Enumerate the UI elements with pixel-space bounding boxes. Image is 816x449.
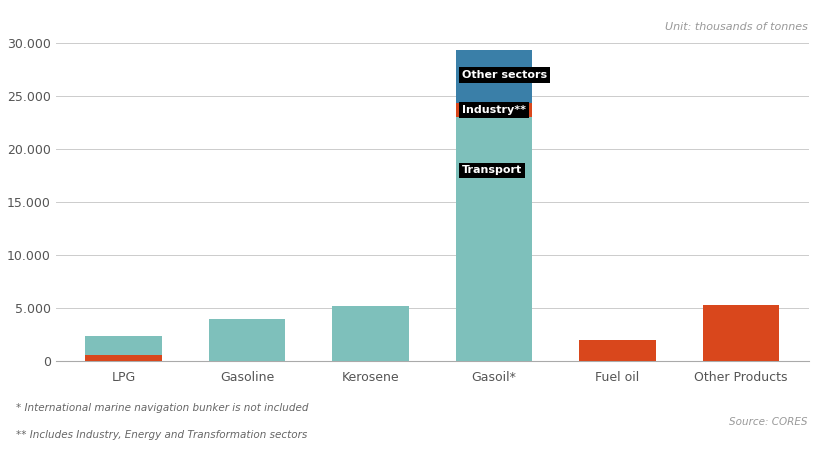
- Text: Unit: thousands of tonnes: Unit: thousands of tonnes: [665, 22, 808, 32]
- Bar: [86, 335, 162, 355]
- Bar: [86, 355, 162, 361]
- Text: * International marine navigation bunker is not included: * International marine navigation bunker…: [16, 403, 308, 413]
- Text: Transport: Transport: [462, 165, 522, 176]
- Text: Industry**: Industry**: [462, 105, 526, 115]
- Bar: [579, 340, 656, 361]
- Bar: [332, 306, 409, 361]
- Bar: [456, 50, 532, 103]
- Bar: [209, 319, 286, 361]
- Text: ** Includes Industry, Energy and Transformation sectors: ** Includes Industry, Energy and Transfo…: [16, 430, 308, 440]
- Text: Other sectors: Other sectors: [462, 70, 548, 80]
- Text: Source: CORES: Source: CORES: [730, 417, 808, 427]
- Bar: [456, 118, 532, 361]
- Bar: [456, 103, 532, 118]
- Bar: [703, 305, 779, 361]
